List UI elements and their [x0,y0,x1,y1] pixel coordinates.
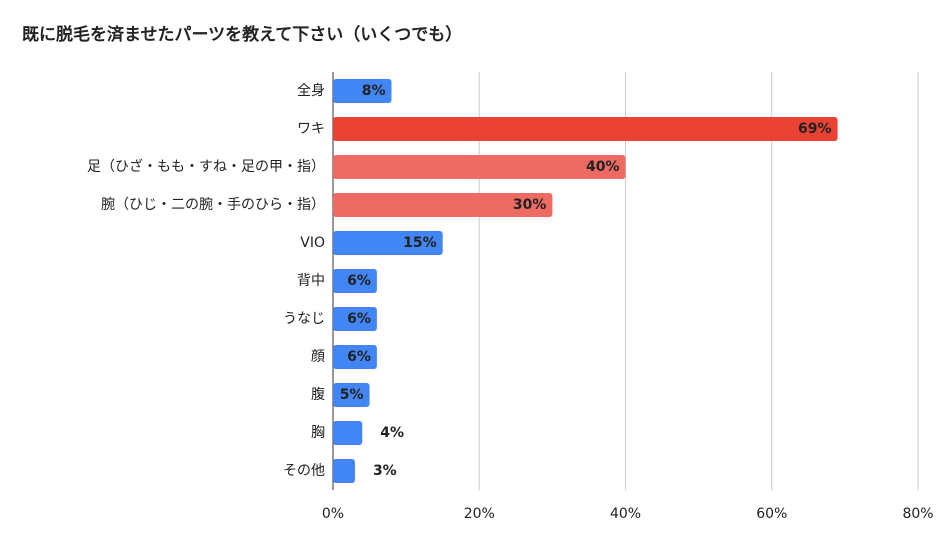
bar [333,269,377,293]
x-tick-label: 40% [610,506,641,522]
bar [333,155,626,179]
bar [333,307,377,331]
bar [333,117,838,141]
y-tick-label: 腕（ひじ・二の腕・手のひら・指） [101,197,325,213]
y-tick-label: VIO [300,235,325,251]
value-label: 5% [340,387,364,403]
x-tick-label: 60% [756,506,787,522]
bar [333,79,392,103]
bar [333,383,370,407]
y-tick-label: 顔 [311,349,325,365]
value-label: 6% [347,311,371,327]
value-label: 3% [373,463,397,479]
value-label: 8% [362,83,386,99]
value-label: 6% [347,273,371,289]
x-tick-label: 20% [464,506,495,522]
value-label: 40% [586,159,620,175]
bar [333,231,443,255]
bar [333,345,377,369]
x-tick-label: 0% [322,506,344,522]
y-tick-label: その他 [283,463,325,479]
chart-title: 既に脱毛を済ませたパーツを教えて下さい（いくつでも） [22,24,462,45]
value-label: 6% [347,349,371,365]
value-label: 15% [403,235,437,251]
y-tick-label: 全身 [297,82,325,99]
y-tick-label: 胸 [311,425,325,441]
bar [333,421,363,445]
value-label: 30% [513,197,547,213]
bar [333,459,355,483]
y-tick-label: 腹 [311,386,325,403]
y-tick-label: 足（ひざ・もも・すね・足の甲・指） [87,158,325,175]
y-tick-label: ワキ [297,121,325,137]
value-label: 4% [380,425,404,441]
y-tick-label: うなじ [283,311,325,327]
y-tick-label: 背中 [297,273,325,289]
x-tick-label: 80% [902,506,933,522]
bar [333,193,553,217]
value-label: 69% [798,121,832,137]
